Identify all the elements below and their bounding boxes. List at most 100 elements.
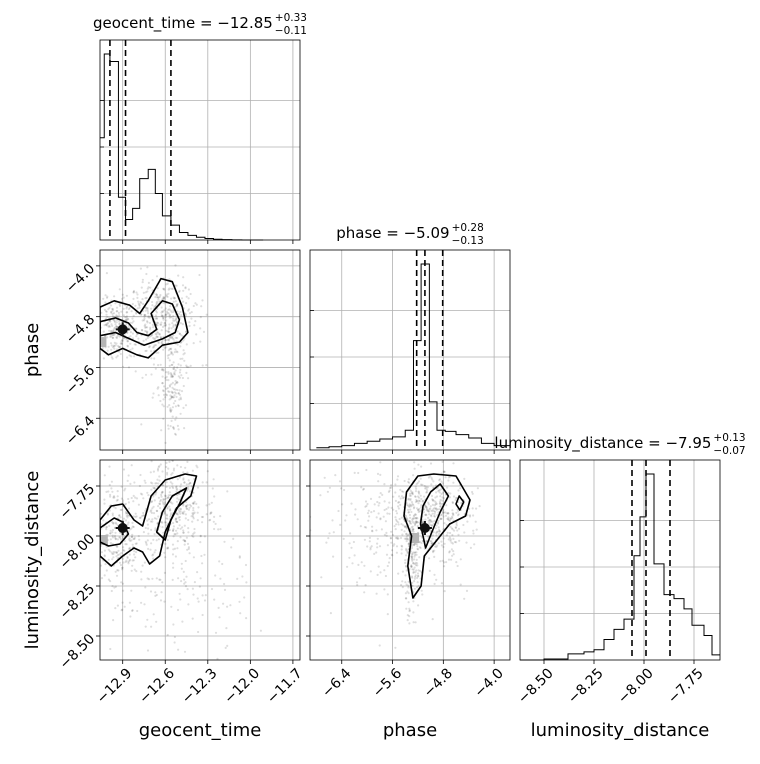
sample-point [199,577,202,580]
sample-point [366,545,369,548]
sample-point [105,528,108,531]
sample-point [106,295,109,298]
sample-point [468,515,472,518]
sample-point [431,520,434,523]
sample-point [438,502,441,505]
sample-point [143,479,146,482]
sample-point [187,288,190,291]
sample-point [146,332,149,335]
sample-point [88,356,90,358]
sample-point [433,582,436,586]
sample-point [420,504,423,507]
sample-point [187,309,190,312]
sample-point [157,505,160,508]
sample-point [428,557,431,560]
sample-point [141,329,144,332]
sample-point [425,540,428,543]
sample-point [352,540,355,544]
sample-point [411,492,414,495]
sample-point [426,509,429,512]
sample-point [177,375,180,378]
sample-point [170,395,173,398]
sample-point [153,551,156,554]
sample-point [160,329,163,332]
sample-point [205,481,208,484]
xtick-label-phase: −5.6 [370,665,405,700]
sample-point [417,508,420,511]
sample-point [175,395,178,398]
panel-title-lower: −0.07 [713,445,745,457]
sample-point [431,537,434,540]
sample-point [427,510,430,513]
sample-point [145,330,148,333]
sample-point [139,516,142,519]
sample-point [169,509,172,512]
sample-point [413,577,416,580]
sample-point [135,327,138,330]
sample-point [168,347,171,350]
sample-point [453,529,456,532]
sample-point [161,521,164,524]
sample-point [178,376,182,379]
sample-point [362,488,365,491]
sample-point [225,627,228,630]
sample-point [144,323,147,326]
sample-point [428,513,431,516]
sample-point [188,324,191,327]
sample-point [455,541,458,544]
sample-point [363,564,366,567]
sample-point [160,342,163,345]
sample-point [236,577,239,581]
sample-point [176,520,179,524]
sample-point [418,492,421,495]
sample-point [169,409,172,412]
sample-point [143,319,146,322]
sample-point [112,550,115,554]
panel-content [88,250,300,450]
sample-point [413,514,416,517]
sample-point [185,575,188,578]
sample-point [172,319,175,322]
sample-point [167,357,170,360]
sample-point [421,520,424,523]
sample-point [181,323,184,326]
sample-point [177,428,180,431]
sample-point [438,508,441,511]
sample-point [434,510,437,513]
sample-point [368,540,371,543]
sample-point [133,481,136,484]
sample-point [160,491,163,495]
sample-point [108,306,111,309]
sample-point [411,518,414,521]
sample-point [320,576,323,579]
sample-point [385,534,388,537]
sample-point [184,517,187,520]
sample-point [188,552,191,555]
sample-point [425,485,428,489]
sample-point [143,313,146,317]
sample-point [124,510,128,513]
sample-point [148,345,151,348]
sample-point [171,337,174,340]
sample-point [182,300,185,303]
sample-point [414,551,417,554]
sample-point [169,425,172,428]
sample-point [387,506,390,509]
sample-point [156,294,159,297]
sample-point [159,323,162,326]
sample-point [164,494,167,497]
sample-point [392,495,395,498]
sample-point [441,499,444,502]
sample-point [201,364,204,367]
sample-point [134,304,137,307]
sample-point [126,556,129,560]
sample-point [378,496,381,499]
sample-point [406,454,408,456]
sample-point [212,478,215,481]
sample-point [472,514,475,517]
sample-point [454,526,458,529]
sample-point [178,524,181,527]
sample-point [408,609,411,612]
sample-point [179,398,183,401]
sample-point [375,516,378,519]
